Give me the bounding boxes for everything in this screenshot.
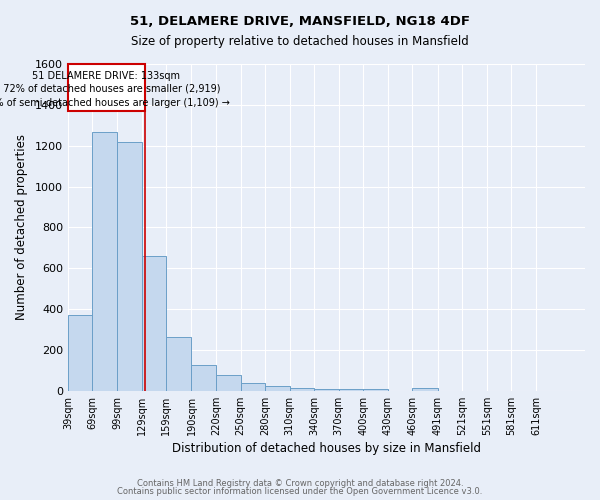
Bar xyxy=(241,382,265,391)
Bar xyxy=(142,256,166,391)
Bar xyxy=(117,142,142,391)
Text: ← 72% of detached houses are smaller (2,919): ← 72% of detached houses are smaller (2,… xyxy=(0,84,221,94)
Bar xyxy=(92,132,117,391)
Bar xyxy=(412,388,438,391)
Text: Size of property relative to detached houses in Mansfield: Size of property relative to detached ho… xyxy=(131,35,469,48)
Text: Contains HM Land Registry data © Crown copyright and database right 2024.: Contains HM Land Registry data © Crown c… xyxy=(137,478,463,488)
Bar xyxy=(314,389,339,391)
Text: Contains public sector information licensed under the Open Government Licence v3: Contains public sector information licen… xyxy=(118,487,482,496)
Bar xyxy=(265,386,290,391)
Text: 27% of semi-detached houses are larger (1,109) →: 27% of semi-detached houses are larger (… xyxy=(0,98,230,108)
Text: 51 DELAMERE DRIVE: 133sqm: 51 DELAMERE DRIVE: 133sqm xyxy=(32,70,181,81)
Text: 51, DELAMERE DRIVE, MANSFIELD, NG18 4DF: 51, DELAMERE DRIVE, MANSFIELD, NG18 4DF xyxy=(130,15,470,28)
Bar xyxy=(68,315,92,391)
Bar xyxy=(166,336,191,391)
Y-axis label: Number of detached properties: Number of detached properties xyxy=(15,134,28,320)
X-axis label: Distribution of detached houses by size in Mansfield: Distribution of detached houses by size … xyxy=(172,442,481,455)
Bar xyxy=(290,388,314,391)
Bar xyxy=(339,389,363,391)
Bar xyxy=(191,366,216,391)
Bar xyxy=(216,376,241,391)
Bar xyxy=(363,389,388,391)
Bar xyxy=(68,64,145,111)
